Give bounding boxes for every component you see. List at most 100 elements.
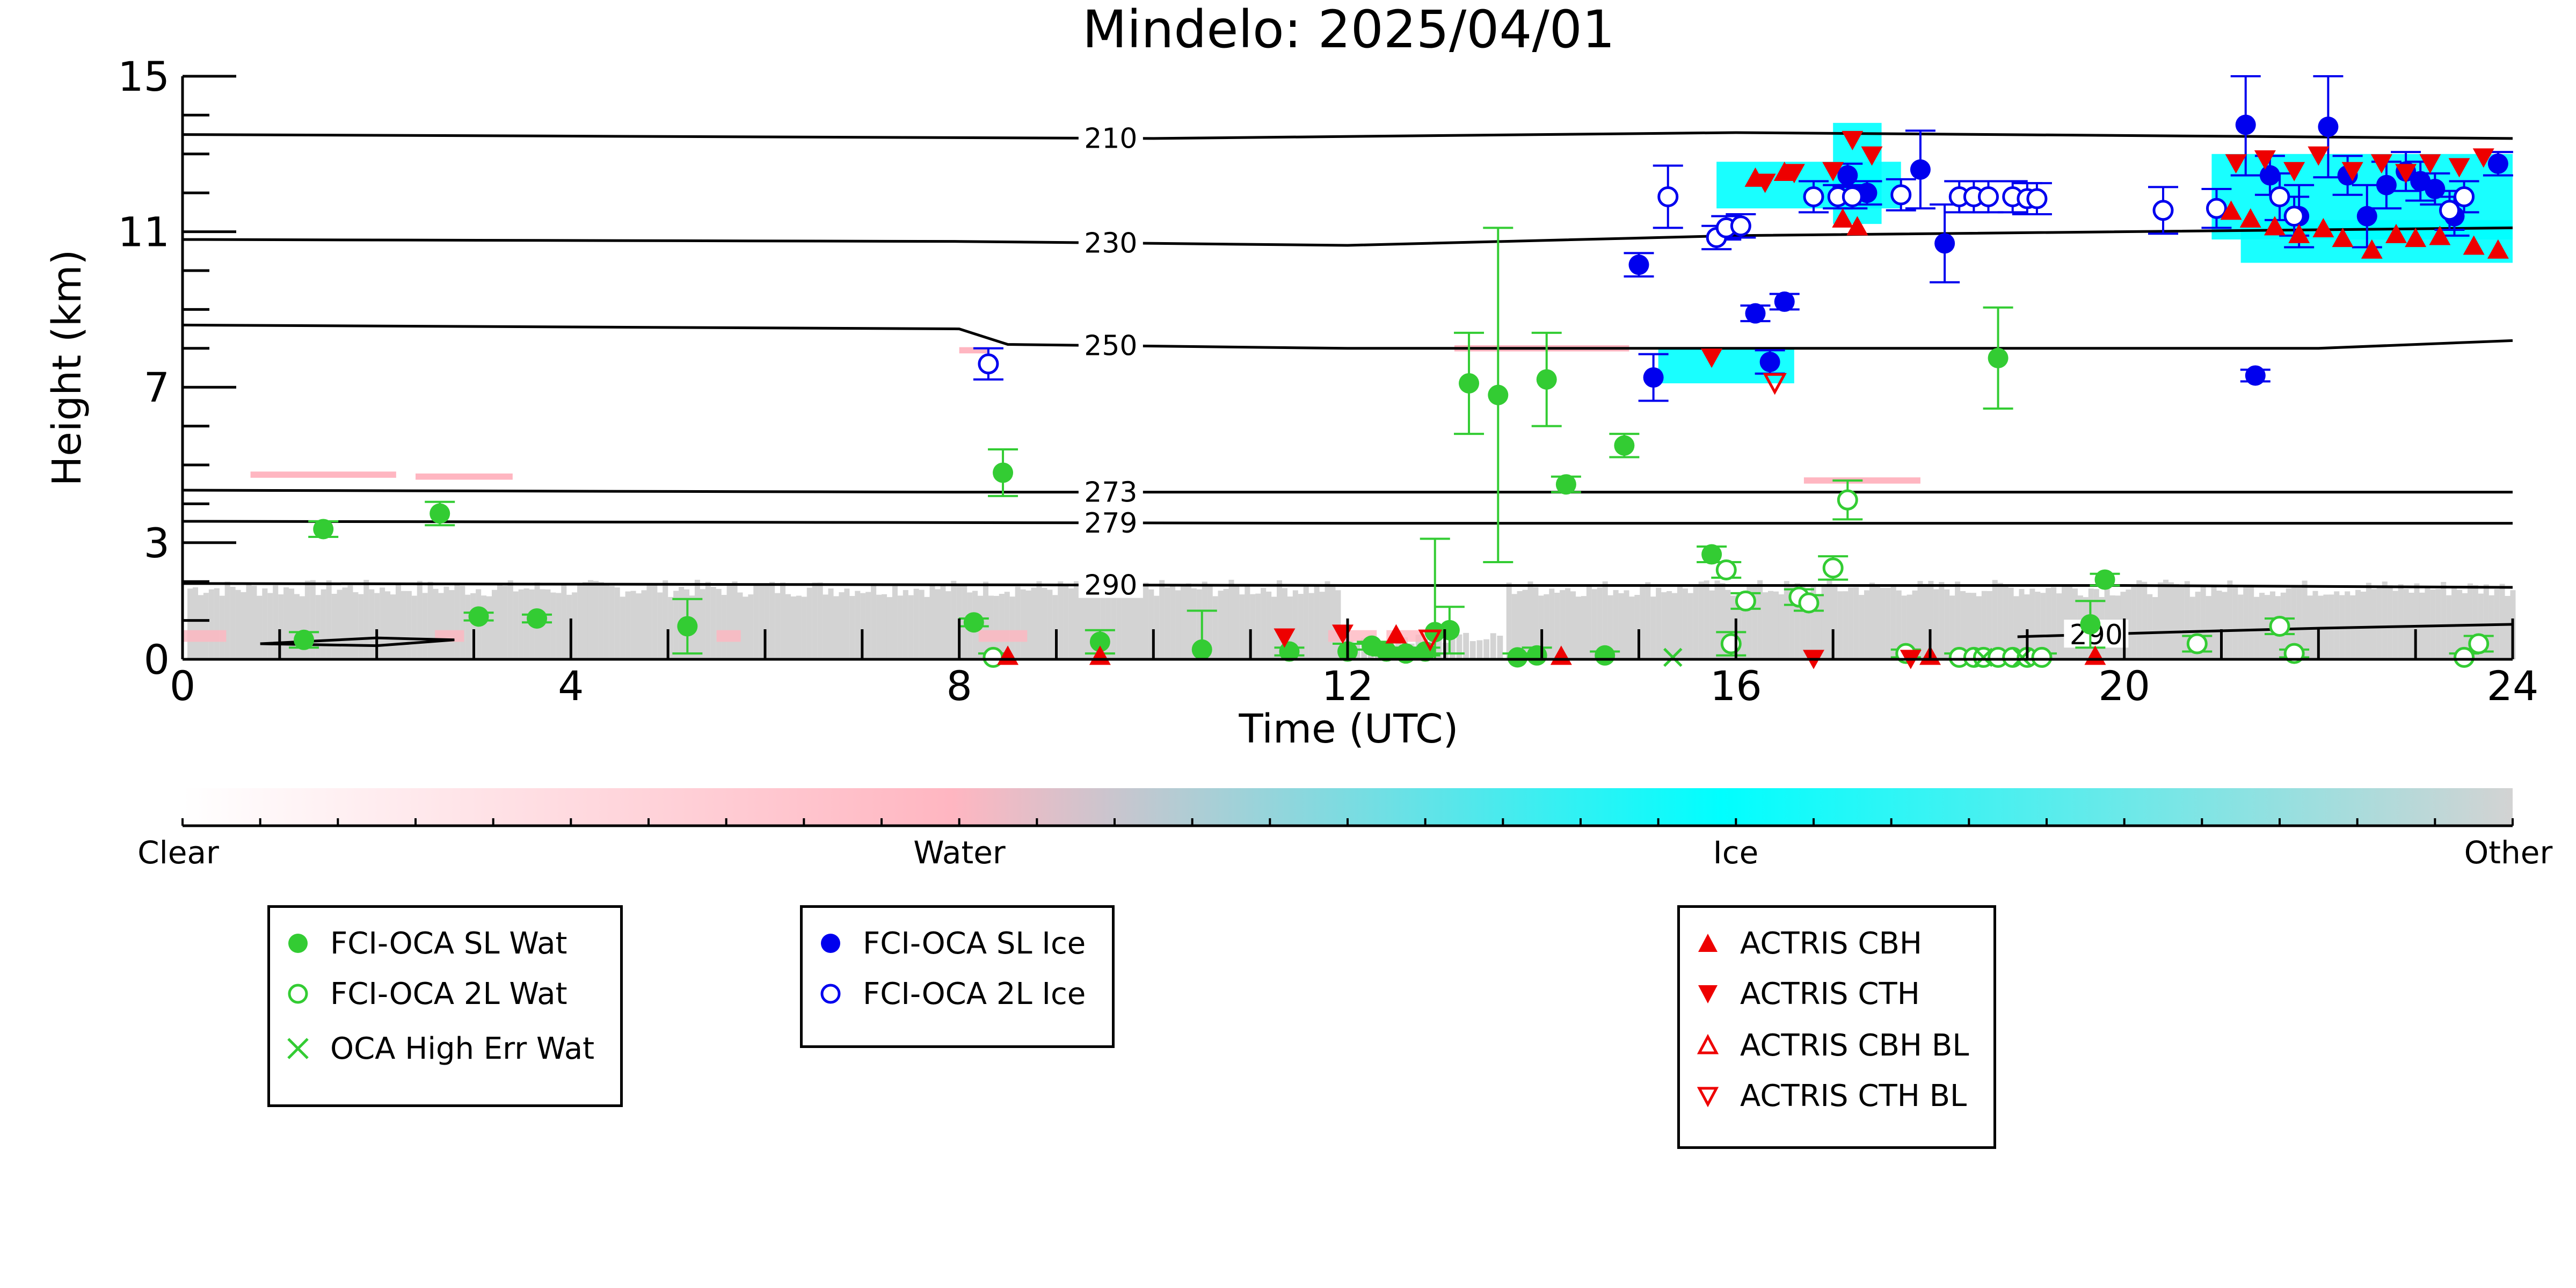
other-cloud-column [438, 593, 444, 659]
other-cloud-column [310, 580, 316, 659]
data-point [1701, 544, 1722, 565]
other-cloud-column [1068, 588, 1074, 659]
other-cloud-column [2472, 585, 2478, 659]
water-cloud-patch [978, 630, 1028, 642]
other-cloud-column [940, 584, 946, 659]
contour-label-bg [1078, 330, 1143, 359]
triangle-down-icon [1698, 985, 1718, 1003]
other-cloud-column [1154, 595, 1160, 659]
other-cloud-column [1859, 595, 1865, 659]
other-cloud-column [187, 588, 193, 659]
other-cloud-column [609, 586, 615, 659]
temperature-contour [182, 489, 2513, 494]
y-tick-label: 15 [118, 53, 170, 100]
legend-label: ACTRIS CBH BL [1740, 1028, 1969, 1063]
other-cloud-column [342, 587, 348, 659]
other-cloud-column [2488, 595, 2494, 659]
other-cloud-column [1880, 587, 1886, 659]
other-cloud-column [1949, 595, 1955, 659]
data-point [2026, 188, 2048, 209]
other-cloud-column [1890, 586, 1896, 659]
other-cloud-column [2238, 594, 2244, 659]
other-cloud-column [817, 582, 823, 659]
other-cloud-column [251, 585, 257, 659]
other-cloud-column [614, 587, 620, 659]
other-cloud-column [481, 595, 487, 659]
other-cloud-column [385, 591, 391, 659]
other-cloud-column [1298, 594, 1304, 659]
other-cloud-column [491, 590, 497, 659]
other-cloud-column [1554, 592, 1560, 659]
other-cloud-column [1565, 588, 1571, 659]
other-cloud-column [203, 593, 209, 659]
other-cloud-column [1624, 590, 1629, 659]
other-cloud-column [1677, 584, 1683, 659]
data-point [1842, 130, 1864, 150]
other-cloud-column [2163, 579, 2169, 659]
other-cloud-column [2425, 586, 2431, 659]
other-cloud-column [2168, 582, 2174, 659]
other-cloud-column [892, 586, 898, 659]
other-cloud-column [1885, 587, 1891, 659]
other-cloud-column [1944, 589, 1950, 659]
other-cloud-column [1228, 579, 1234, 659]
data-point [2332, 228, 2354, 248]
other-cloud-column [2499, 584, 2505, 659]
other-cloud-column [1618, 593, 1624, 659]
data-point [2429, 225, 2451, 245]
other-cloud-column [1661, 592, 1667, 659]
data-point [1628, 254, 1649, 275]
other-cloud-column [1747, 584, 1752, 659]
other-cloud-column [550, 592, 556, 659]
other-cloud-column [1314, 584, 1320, 659]
other-cloud-column [2243, 585, 2249, 659]
other-cloud-column [1549, 588, 1555, 659]
contour-label: 273 [1084, 477, 1137, 509]
other-cloud-column [2248, 585, 2254, 659]
error-bars [289, 75, 2513, 660]
data-point [1832, 208, 1854, 228]
other-cloud-column [1997, 583, 2003, 659]
other-cloud-column [241, 592, 246, 659]
other-cloud-column [2131, 585, 2137, 659]
other-cloud-column [646, 585, 652, 659]
other-cloud-column [1132, 579, 1138, 659]
data-point [1763, 373, 1787, 395]
other-cloud-column [2360, 591, 2367, 659]
other-cloud-column [460, 585, 465, 659]
other-cloud-column [1148, 589, 1154, 659]
other-cloud-column [1736, 593, 1742, 659]
other-cloud-column [1276, 580, 1283, 659]
other-cloud-column [2376, 588, 2382, 659]
other-cloud-column [1966, 593, 1971, 659]
other-cloud-column [572, 592, 578, 659]
other-cloud-column [2254, 596, 2260, 659]
other-cloud-column [1292, 590, 1298, 659]
contour-label-bg [1078, 477, 1143, 505]
other-cloud-column [1923, 584, 1929, 659]
other-cloud-column [278, 594, 284, 659]
other-cloud-column [1725, 590, 1731, 659]
other-cloud-column [945, 591, 951, 659]
other-cloud-column [513, 591, 519, 659]
other-cloud-column [935, 589, 941, 659]
other-cloud-column [235, 590, 241, 659]
data-point [1663, 647, 1683, 667]
legend-label: FCI-OCA 2L Wat [330, 976, 567, 1012]
other-cloud-column [2398, 584, 2404, 659]
other-cloud-column [1698, 581, 1704, 659]
other-cloud-column [1597, 587, 1603, 659]
other-cloud-column [1207, 584, 1213, 659]
temperature-contour [260, 636, 455, 647]
other-cloud-column [1955, 581, 1961, 659]
other-cloud-column [374, 593, 380, 659]
data-point [2454, 186, 2475, 207]
colorbar-label-other: Other [2464, 834, 2553, 871]
data-point [1773, 162, 1795, 181]
other-cloud-column [1976, 596, 1982, 659]
other-cloud-column [1912, 590, 1918, 659]
other-cloud-column [2334, 591, 2340, 659]
data-point [1974, 647, 1993, 667]
other-cloud-column [1449, 632, 1456, 659]
